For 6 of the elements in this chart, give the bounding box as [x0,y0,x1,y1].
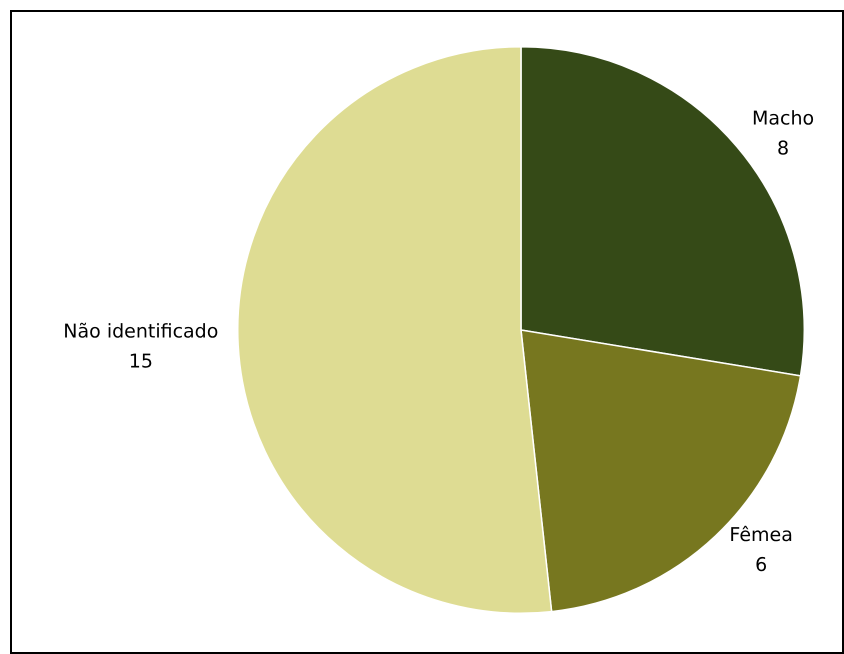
data-label: 8 [777,138,790,160]
slice-label: Não identificado [63,320,218,342]
data-label: 15 [128,350,153,372]
data-label: 6 [755,554,768,576]
slice-label: Macho [752,108,814,130]
slice-label: Fêmea [729,524,793,546]
